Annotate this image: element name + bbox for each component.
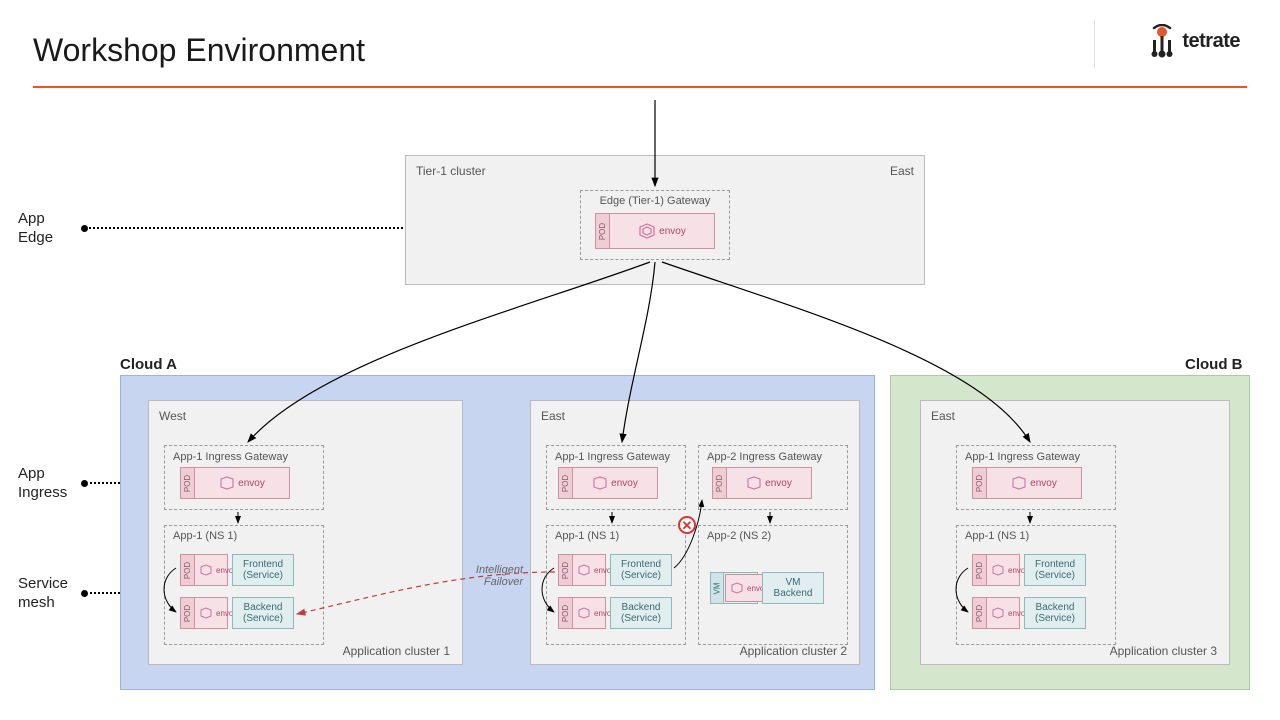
pod-label: POD: [183, 474, 192, 491]
label-service-mesh: Service mesh: [18, 575, 68, 613]
cluster3-backend: Backend (Service): [1024, 597, 1086, 629]
cluster2-gw2-title: App-2 Ingress Gateway: [699, 446, 847, 463]
pod-label: POD: [598, 222, 607, 239]
cluster2-backend: Backend (Service): [610, 597, 672, 629]
cluster2-be-envoy: PODenvoy: [558, 597, 606, 629]
tetrate-icon: [1148, 24, 1176, 58]
cluster3-fe-envoy: PODenvoy: [972, 554, 1020, 586]
cloud-b-title: Cloud B: [1185, 356, 1243, 373]
cluster2-gw1-pod: PODenvoy: [558, 467, 658, 499]
cluster2-region: East: [541, 409, 565, 423]
cluster3-region: East: [931, 409, 955, 423]
header-rule: [33, 86, 1247, 88]
envoy-label: envoy: [238, 478, 265, 489]
envoy-label: envoy: [659, 226, 686, 237]
cluster2-gw2-pod: PODenvoy: [712, 467, 812, 499]
brand-logo: tetrate: [1148, 24, 1240, 58]
title-text: Workshop Environment: [33, 32, 1247, 69]
cluster2-ns1-title: App-1 (NS 1): [547, 526, 685, 542]
cluster2-frontend: Frontend (Service): [610, 554, 672, 586]
cluster3-footer: Application cluster 3: [1110, 644, 1217, 658]
cluster3-gw-pod: PODenvoy: [972, 467, 1082, 499]
cluster3-gw-title: App-1 Ingress Gateway: [957, 446, 1115, 463]
cluster1-ns-title: App-1 (NS 1): [165, 526, 323, 542]
cluster2-fe-envoy: PODenvoy: [558, 554, 606, 586]
tier1-envoy-pod: POD envoy: [595, 213, 715, 249]
failover-label: Intelligent Failover: [463, 564, 523, 588]
cluster3-ns-title: App-1 (NS 1): [957, 526, 1115, 542]
tier1-gateway-title: Edge (Tier-1) Gateway: [581, 191, 729, 207]
cluster2-footer: Application cluster 2: [740, 644, 847, 658]
cluster2-gw1-title: App-1 Ingress Gateway: [547, 446, 685, 463]
page-title: Workshop Environment: [33, 32, 1247, 69]
cluster2-vm-envoy: VMenvoy: [710, 572, 758, 604]
tier1-region: East: [890, 164, 914, 178]
cluster3-frontend: Frontend (Service): [1024, 554, 1086, 586]
cluster1-frontend: Frontend (Service): [232, 554, 294, 586]
cluster1-footer: Application cluster 1: [343, 644, 450, 658]
cluster3-be-envoy: PODenvoy: [972, 597, 1020, 629]
label-app-edge: App Edge: [18, 210, 53, 248]
failure-icon: ✕: [678, 516, 696, 534]
cluster1-backend: Backend (Service): [232, 597, 294, 629]
label-app-ingress: App Ingress: [18, 465, 67, 503]
cluster1-fe-envoy: PODenvoy: [180, 554, 228, 586]
cluster1-gw-title: App-1 Ingress Gateway: [165, 446, 323, 463]
logo-separator: [1094, 20, 1095, 68]
cluster2-ns2-title: App-2 (NS 2): [699, 526, 847, 542]
brand-text: tetrate: [1182, 30, 1240, 53]
cloud-a-title: Cloud A: [120, 356, 177, 373]
cluster1-region: West: [159, 409, 186, 423]
cluster1-gw-pod: POD envoy: [180, 467, 290, 499]
tier1-cluster-label: Tier-1 cluster: [416, 164, 486, 178]
cluster1-be-envoy: PODenvoy: [180, 597, 228, 629]
cluster2-vm-backend: VM Backend: [762, 572, 824, 604]
envoy-icon: [638, 223, 656, 239]
